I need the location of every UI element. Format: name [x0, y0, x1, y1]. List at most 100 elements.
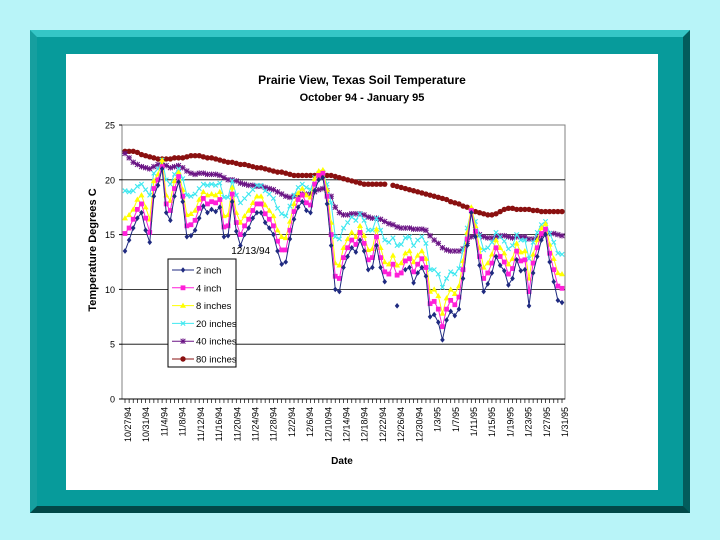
data-point-80-inches — [303, 172, 310, 179]
x-tick-label: 12/30/94 — [414, 407, 424, 442]
data-point-4-inch — [365, 257, 371, 263]
data-point-2-inch — [283, 259, 289, 265]
data-point-4-inch — [543, 226, 548, 232]
data-point-8-inches — [249, 199, 256, 206]
data-point-8-inches — [352, 233, 359, 239]
x-tick-label: 12/10/94 — [323, 407, 333, 442]
data-point-20-inches — [378, 227, 384, 233]
data-point-2-inch — [192, 227, 198, 234]
data-point-4-inch — [534, 245, 540, 251]
data-point-20-inches — [485, 245, 491, 251]
data-point-20-inches — [501, 238, 507, 244]
series-4-inch — [122, 164, 565, 330]
data-point-2-inch — [419, 264, 425, 271]
data-point-40-inches — [142, 164, 149, 171]
data-point-8-inches — [237, 219, 244, 225]
data-point-20-inches — [200, 181, 206, 187]
data-point-2-inch — [299, 198, 305, 205]
data-point-80-inches — [262, 166, 268, 172]
data-point-40-inches — [390, 221, 396, 228]
data-point-80-inches — [534, 207, 540, 214]
data-point-20-inches — [176, 166, 182, 172]
data-point-2-inch — [374, 242, 379, 249]
data-point-8-inches — [348, 229, 355, 235]
data-point-40-inches — [489, 235, 495, 241]
data-point-20-inches — [332, 234, 338, 240]
data-point-4-inch — [266, 216, 272, 222]
data-point-8-inches — [484, 260, 491, 266]
data-point-4-inch — [172, 186, 177, 191]
data-point-4-inch — [506, 271, 511, 277]
data-point-4-inch — [308, 202, 313, 208]
data-point-20-inches — [258, 182, 264, 188]
data-point-2-inch — [217, 204, 223, 210]
data-point-2-inch — [378, 264, 383, 271]
data-point-80-inches — [208, 155, 215, 161]
data-point-80-inches — [551, 208, 557, 215]
data-point-20-inches — [204, 182, 211, 188]
data-point-20-inches — [237, 200, 244, 206]
data-point-4-inch — [336, 276, 342, 281]
data-point-4-inch — [378, 255, 384, 261]
data-point-4-inch — [262, 211, 268, 217]
data-point-40-inches — [452, 248, 458, 254]
data-point-8-inches — [138, 192, 145, 198]
data-point-4-inch — [167, 208, 173, 213]
data-point-2-inch — [324, 201, 330, 207]
data-point-80-inches — [546, 208, 553, 215]
data-point-8-inches — [505, 261, 512, 267]
data-point-4-inch — [485, 270, 491, 276]
data-point-8-inches — [208, 191, 215, 197]
data-point-2-inch — [345, 253, 350, 260]
data-point-80-inches — [427, 192, 433, 198]
data-point-4-inch — [242, 223, 247, 229]
data-point-40-inches — [212, 171, 219, 178]
data-point-8-inches — [402, 250, 409, 256]
x-tick-label: 12/18/94 — [360, 407, 370, 442]
x-tick-label: 11/8/94 — [178, 407, 188, 436]
data-point-8-inches — [216, 188, 223, 195]
data-point-2-inch — [271, 231, 276, 238]
series-80-inches — [122, 148, 565, 218]
data-point-8-inches — [418, 248, 425, 254]
data-point-80-inches — [361, 181, 367, 187]
data-point-80-inches — [518, 206, 524, 213]
data-point-2-inch — [201, 203, 206, 209]
data-point-80-inches — [138, 151, 145, 158]
data-point-80-inches — [250, 163, 256, 170]
x-tick-label: 1/15/95 — [487, 407, 497, 437]
data-point-4-inch — [394, 272, 400, 278]
data-point-4-inch — [514, 248, 520, 254]
data-point-4-inch — [275, 238, 280, 244]
data-point-4-inch — [287, 227, 293, 233]
data-point-4-inch — [493, 245, 499, 251]
data-point-8-inches — [361, 232, 368, 238]
data-point-4-inch — [431, 299, 437, 304]
data-point-80-inches — [175, 155, 182, 161]
data-point-80-inches — [278, 169, 285, 175]
data-point-2-inch — [155, 182, 161, 189]
data-point-4-inch — [233, 220, 239, 225]
x-tick-label: 11/28/94 — [269, 407, 279, 441]
series-line-2-inch — [124, 168, 386, 293]
data-point-2-inch — [238, 242, 243, 249]
data-point-80-inches — [155, 156, 161, 162]
data-point-2-inch — [291, 216, 297, 223]
data-point-2-inch — [147, 239, 153, 246]
data-point-20-inches — [398, 241, 404, 248]
data-point-80-inches — [340, 176, 347, 182]
data-point-40-inches — [287, 194, 293, 201]
data-point-40-inches — [151, 163, 157, 170]
data-point-20-inches — [225, 194, 231, 200]
data-point-8-inches — [385, 261, 392, 267]
data-point-20-inches — [365, 227, 371, 233]
data-point-8-inches — [200, 188, 207, 195]
data-point-80-inches — [353, 179, 359, 185]
data-point-20-inches — [241, 195, 248, 202]
data-point-4-inch — [390, 261, 396, 267]
data-point-80-inches — [167, 156, 174, 162]
data-point-2-inch — [539, 237, 544, 243]
data-point-40-inches — [122, 150, 128, 157]
data-point-80-inches — [274, 169, 281, 175]
data-point-2-inch — [213, 208, 218, 215]
